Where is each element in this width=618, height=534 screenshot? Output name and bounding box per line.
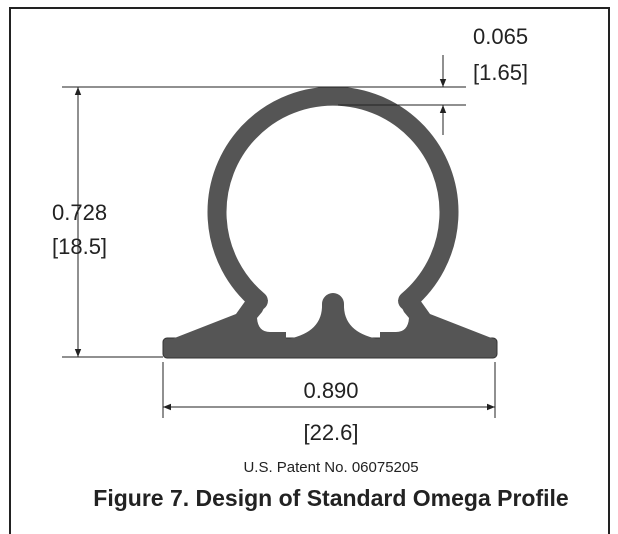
dimension-metric: [1.65] [473, 60, 528, 85]
caption: Figure 7. Design of Standard Omega Profi… [93, 485, 568, 511]
dimension-value: 0.728 [52, 200, 107, 225]
omega-profile [162, 86, 498, 359]
dimension-metric: [22.6] [303, 420, 358, 445]
dimension-lines [62, 55, 496, 418]
dimension-value: 0.890 [303, 378, 358, 403]
frame [9, 7, 610, 534]
patent: U.S. Patent No. 06075205 [243, 459, 418, 476]
dimension-value: 0.065 [473, 24, 528, 49]
dimension-metric: [18.5] [52, 234, 107, 259]
